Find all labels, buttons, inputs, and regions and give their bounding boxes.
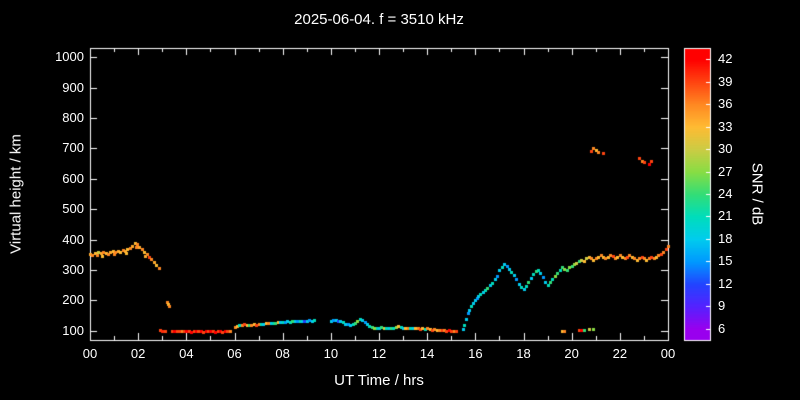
x-tick-label: 12	[371, 346, 387, 361]
y-tick-label: 800	[62, 109, 84, 125]
colorbar-tick-label: 24	[718, 186, 733, 201]
x-tick-label: 18	[516, 346, 531, 361]
colorbar-tick-label: 9	[718, 298, 726, 314]
colorbar-tick-label: 36	[718, 96, 733, 112]
y-tick-label: 100	[62, 322, 84, 338]
colorbar-tick-label: 30	[718, 141, 733, 157]
x-tick-label: 02	[130, 346, 146, 361]
colorbar-tick-label: 27	[718, 163, 733, 179]
colorbar-tick-label: 6	[718, 320, 726, 336]
x-tick-label: 20	[564, 346, 579, 361]
y-tick-label: 700	[62, 140, 84, 156]
y-tick-label: 600	[62, 170, 84, 186]
chart-title: 2025-06-04. f = 3510 kHz	[294, 11, 464, 28]
x-tick-label: 04	[179, 346, 194, 361]
x-tick-label: 00	[660, 346, 676, 361]
x-axis-label: UT Time / hrs	[334, 372, 424, 389]
x-tick-label: 14	[419, 346, 435, 361]
x-tick-label: 16	[468, 346, 483, 361]
colorbar-tick-label: 33	[718, 118, 733, 134]
y-axis-label: Virtual height / km	[7, 134, 25, 254]
colorbar-tick-label: 42	[718, 51, 733, 67]
x-tick-label: 08	[275, 346, 290, 361]
colorbar-tick-label: 39	[718, 73, 733, 89]
x-tick-label: 06	[227, 346, 242, 361]
y-tick-label: 500	[62, 201, 84, 217]
y-tick-label: 400	[62, 231, 84, 247]
x-tick-label: 10	[323, 346, 339, 361]
colorbar-tick-label: 15	[718, 253, 733, 269]
colorbar-tick-label: 21	[718, 208, 733, 224]
y-tick-label: 300	[62, 262, 84, 278]
y-tick-label: 1000	[55, 49, 84, 65]
colorbar-tick-label: 18	[718, 230, 733, 246]
colorbar-label: SNR / dB	[748, 162, 766, 226]
y-tick-label: 200	[62, 292, 84, 308]
y-tick-label: 900	[62, 79, 84, 95]
colorbar-tick-label: 12	[718, 275, 733, 291]
x-tick-label: 00	[82, 346, 98, 361]
x-tick-label: 22	[612, 346, 628, 361]
